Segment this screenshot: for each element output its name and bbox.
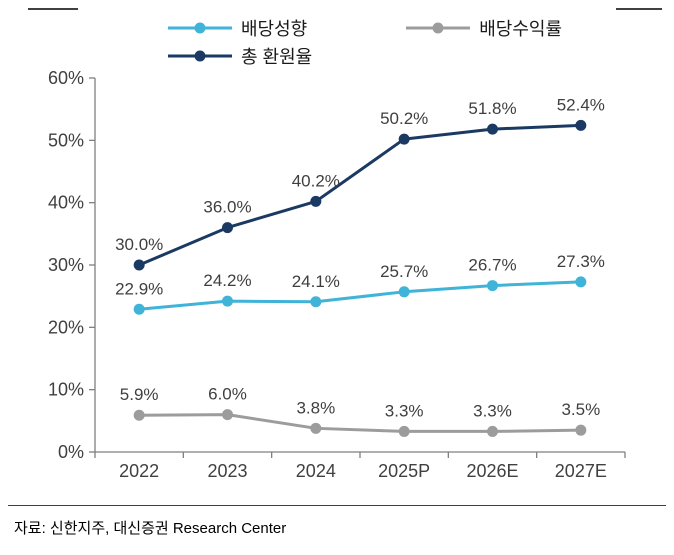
x-tick-label: 2025P [378, 461, 430, 481]
series-line-1 [137, 123, 583, 267]
legend-line-marker-icon [168, 50, 232, 62]
data-label: 36.0% [203, 198, 251, 217]
data-point [222, 222, 233, 234]
data-label: 30.0% [115, 235, 163, 254]
legend-group-left: 배당성향 총 환원율 [166, 16, 312, 68]
x-tick-label: 2023 [207, 461, 247, 481]
data-point [133, 303, 145, 315]
y-tick-label: 10% [48, 380, 84, 400]
data-point [398, 133, 410, 145]
x-tick-label: 2022 [119, 461, 159, 481]
chart-legend: 배당성향 총 환원율 배당수익률 [78, 0, 616, 68]
data-label: 52.4% [557, 95, 605, 114]
data-point [133, 409, 145, 421]
data-point [487, 123, 498, 135]
x-tick-label: 2024 [296, 461, 336, 481]
data-point [310, 296, 322, 308]
data-point [487, 425, 498, 437]
data-label: 24.2% [203, 271, 251, 290]
data-point [222, 409, 233, 421]
data-point [575, 424, 587, 436]
data-point [310, 195, 322, 207]
data-label: 5.9% [120, 385, 159, 404]
y-tick-label: 60% [48, 68, 84, 88]
data-label: 6.0% [208, 385, 247, 404]
legend-item-total-return: 총 환원율 [166, 44, 312, 68]
data-label: 25.7% [380, 262, 428, 281]
data-point [133, 259, 145, 271]
y-tick-label: 0% [58, 442, 84, 462]
data-label: 3.3% [385, 401, 424, 420]
data-label: 3.5% [561, 400, 600, 419]
data-label: 40.2% [292, 171, 340, 190]
data-point [398, 425, 410, 437]
legend-item-dividend-yield: 배당수익률 [404, 16, 562, 40]
legend-label-total-return: 총 환원율 [241, 47, 313, 67]
data-label: 22.9% [115, 279, 163, 298]
data-point [398, 286, 410, 298]
y-tick-label: 20% [48, 317, 84, 337]
data-point [487, 280, 498, 292]
data-label: 26.7% [468, 256, 516, 275]
legend-label-payout-ratio: 배당성향 [241, 19, 308, 39]
data-point [575, 276, 587, 288]
series-line-0 [137, 280, 583, 311]
x-tick-label: 2027E [555, 461, 607, 481]
legend-line-marker-icon [168, 22, 232, 34]
line-chart-plot: 0% 10% 20% 30% 40% 50% 60% 2022 2023 2024 2025P 202… [48, 68, 626, 481]
data-label: 3.8% [296, 398, 335, 417]
legend-item-payout-ratio: 배당성향 [166, 16, 312, 40]
y-tick-label: 30% [48, 255, 84, 275]
y-tick-label: 40% [48, 193, 84, 213]
y-tick-label: 50% [48, 130, 84, 150]
source-note: 자료: 신한지주, 대신증권 Research Center [14, 520, 287, 537]
data-point [310, 422, 322, 434]
source-divider-line [8, 505, 666, 506]
data-label: 3.3% [473, 401, 512, 420]
legend-group-right: 배당수익률 [404, 16, 562, 40]
x-tick-label: 2026E [466, 461, 518, 481]
data-label: 50.2% [380, 109, 428, 128]
legend-line-marker-icon [406, 22, 471, 34]
data-label: 51.8% [468, 99, 516, 118]
legend-label-dividend-yield: 배당수익률 [479, 19, 563, 39]
data-label: 24.1% [292, 272, 340, 291]
data-point [575, 119, 587, 131]
data-point [222, 295, 233, 307]
data-label: 27.3% [557, 252, 605, 271]
series-line-2 [137, 413, 583, 433]
